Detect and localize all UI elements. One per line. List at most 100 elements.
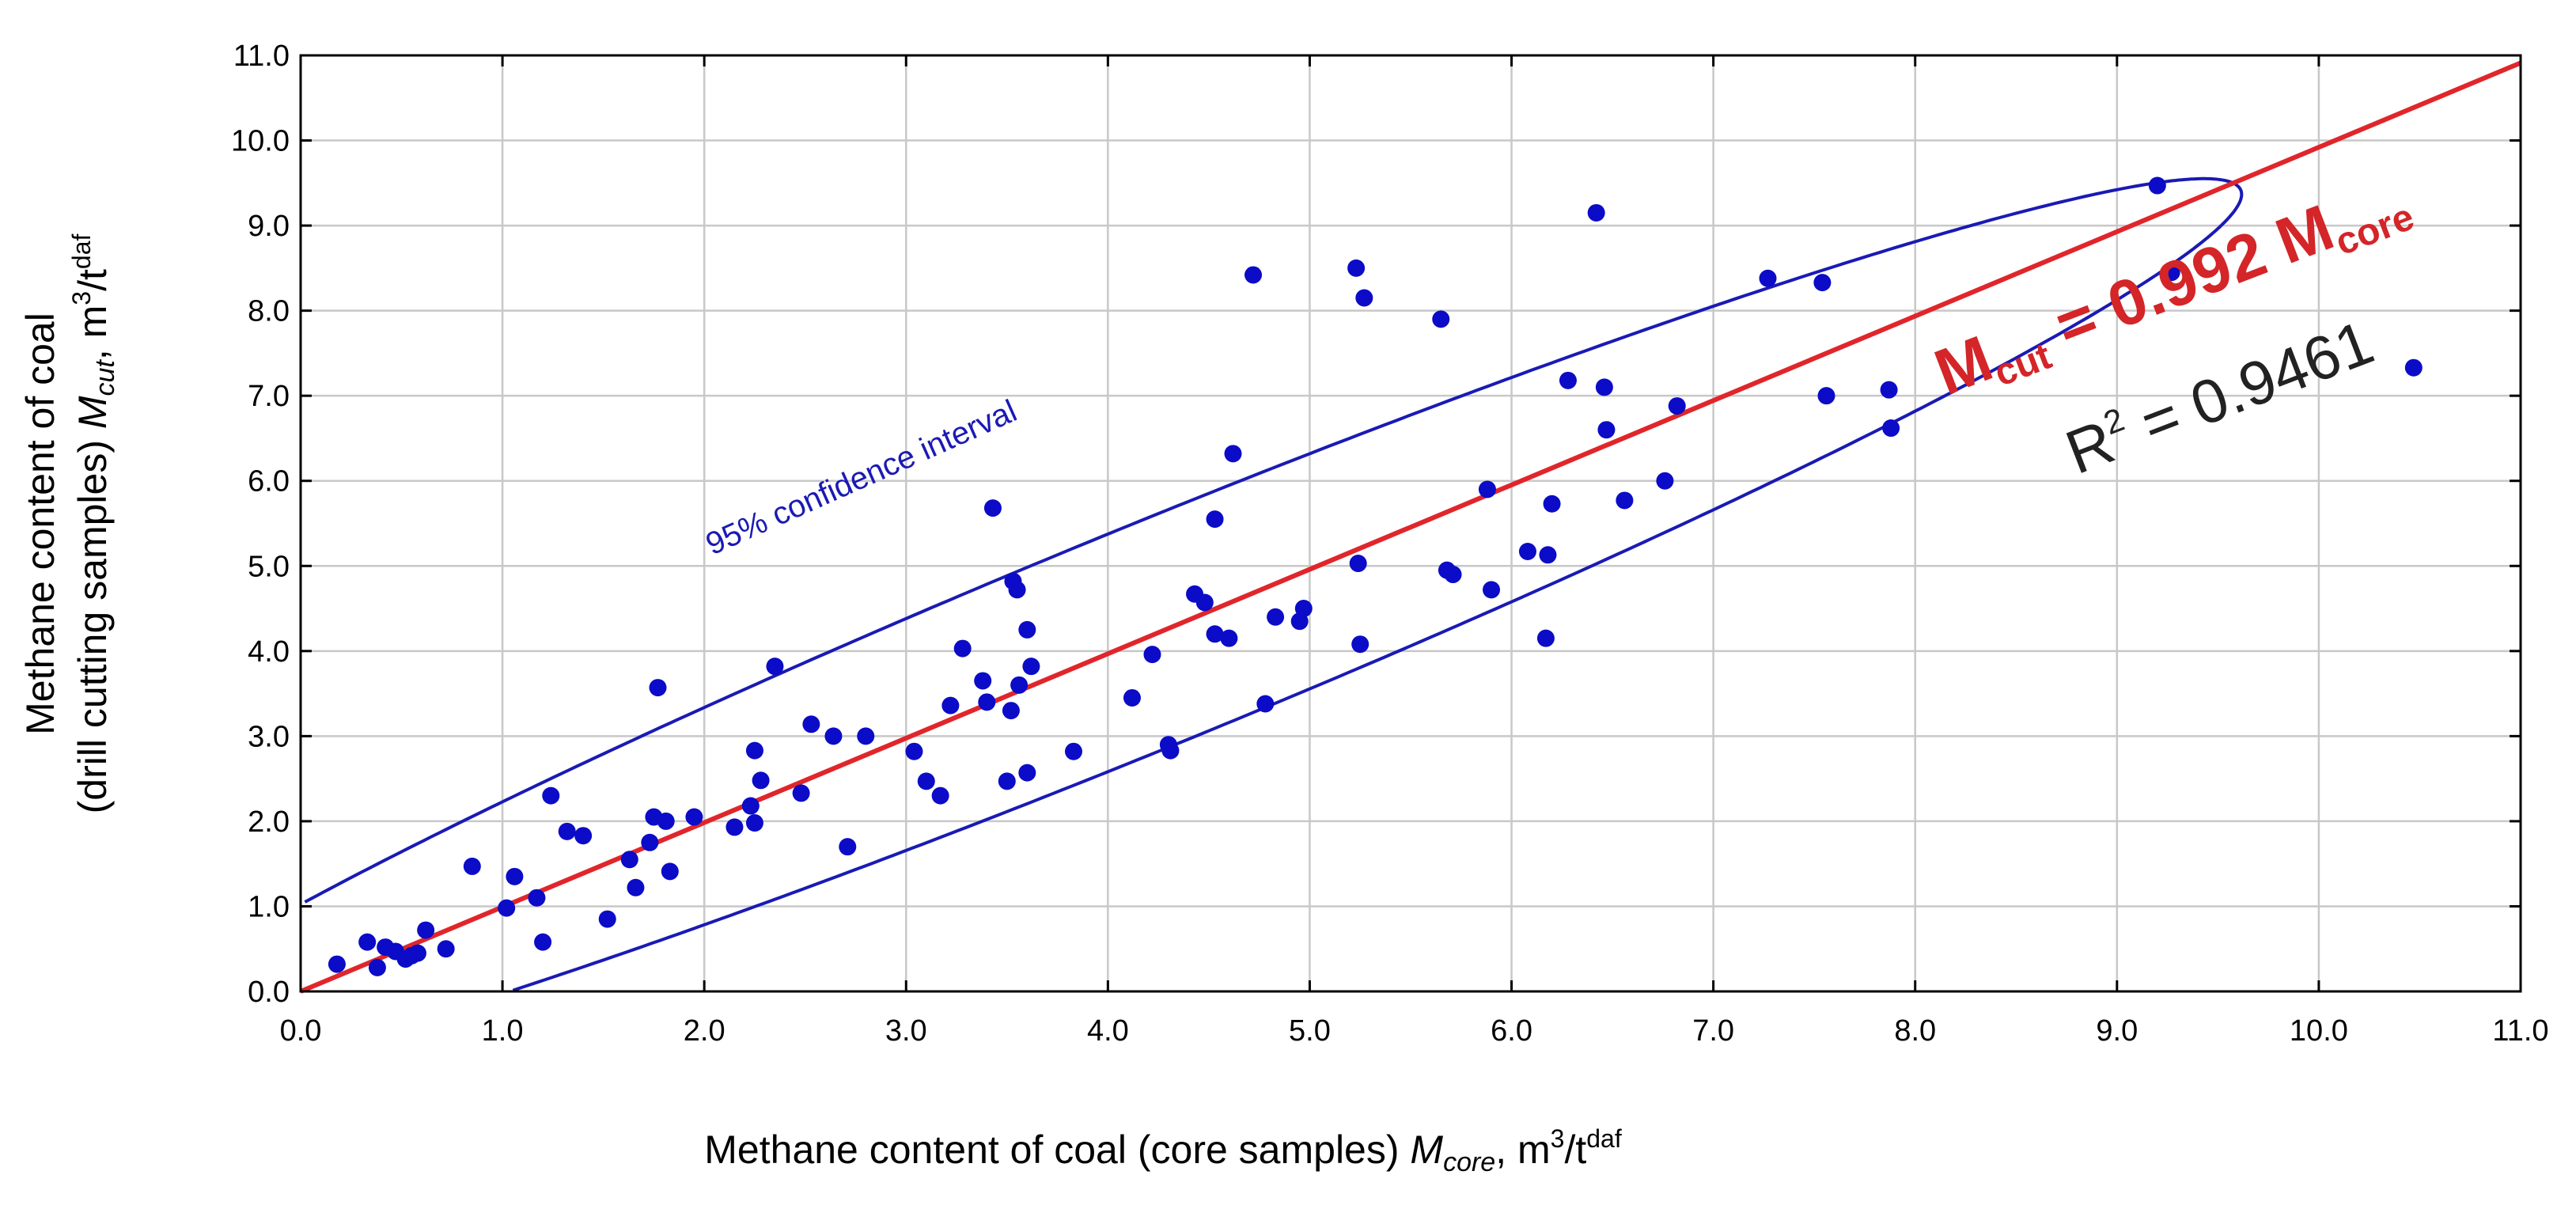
data-point-42 <box>953 639 972 658</box>
regression-line-layer <box>299 60 2522 994</box>
data-point-56 <box>1143 646 1161 664</box>
data-point-37 <box>857 727 875 745</box>
y-tick-label-9: 9.0 <box>248 210 290 243</box>
y-tick-label-11: 11.0 <box>233 40 290 73</box>
y-tick-label-8: 8.0 <box>248 295 290 328</box>
x-title-unit: , m <box>1495 1128 1550 1172</box>
data-point-49 <box>1008 581 1026 599</box>
x-tick-label-6: 6.0 <box>1491 1014 1532 1048</box>
data-point-93 <box>1880 381 1898 399</box>
x-tick-label-4: 4.0 <box>1087 1014 1129 1048</box>
data-point-40 <box>931 786 949 805</box>
data-point-36 <box>839 838 857 856</box>
y-axis-title-line2: (drill cutting samples) Mcut, m3/tdaf <box>67 233 120 813</box>
data-point-95 <box>2148 176 2166 195</box>
data-point-24 <box>657 812 675 830</box>
data-point-8 <box>417 921 435 939</box>
data-point-41 <box>941 696 960 714</box>
data-point-17 <box>574 827 593 845</box>
data-point-51 <box>1018 620 1036 639</box>
y-title-unit-sup1: 3 <box>67 291 96 305</box>
y-axis-title-line1: Methane content of coal <box>18 313 63 735</box>
data-point-38 <box>905 742 923 760</box>
data-points <box>328 176 2423 976</box>
data-point-64 <box>1224 445 1242 463</box>
y-title-unit: , m <box>70 305 115 360</box>
data-point-53 <box>1022 658 1040 676</box>
y-tick-label-3: 3.0 <box>248 720 290 753</box>
y-title-main: (drill cutting samples) <box>70 429 115 813</box>
x-title-symbol-sub: core <box>1443 1147 1495 1177</box>
data-point-67 <box>1267 608 1285 626</box>
grid-lines <box>301 55 2521 991</box>
x-tick-label-8: 8.0 <box>1894 1014 1936 1048</box>
data-point-47 <box>1002 702 1020 720</box>
data-point-55 <box>1123 688 1141 707</box>
data-point-35 <box>824 727 843 745</box>
data-point-92 <box>1817 387 1835 405</box>
data-point-29 <box>745 814 763 832</box>
data-point-82 <box>1543 495 1561 513</box>
data-point-96 <box>2162 263 2180 282</box>
y-tick-label-6: 6.0 <box>248 465 290 498</box>
data-point-31 <box>752 771 770 790</box>
axis-ticks <box>299 54 2522 993</box>
data-point-87 <box>1616 491 1634 510</box>
y-tick-label-1: 1.0 <box>248 890 290 923</box>
data-point-76 <box>1444 566 1462 584</box>
y-title-symbol: M <box>70 396 115 429</box>
data-point-11 <box>498 899 516 917</box>
data-point-28 <box>741 797 760 815</box>
data-point-58 <box>1161 741 1180 760</box>
data-point-27 <box>725 818 744 836</box>
data-point-54 <box>1064 742 1082 760</box>
data-point-25 <box>661 862 679 881</box>
y-title-unit-mid: /t <box>70 269 115 291</box>
data-point-34 <box>802 715 820 733</box>
x-tick-label-7: 7.0 <box>1692 1014 1734 1048</box>
y-tick-label-7: 7.0 <box>248 380 290 413</box>
data-point-2 <box>368 958 386 976</box>
data-point-15 <box>542 786 560 805</box>
confidence-ellipse-layer <box>304 176 2244 992</box>
data-point-91 <box>1813 274 1832 292</box>
data-point-9 <box>437 940 455 958</box>
data-point-30 <box>745 741 763 760</box>
data-point-66 <box>1256 695 1275 713</box>
data-point-69 <box>1294 600 1313 618</box>
data-point-0 <box>328 955 346 973</box>
data-point-97 <box>2404 358 2423 377</box>
data-point-50 <box>1010 676 1029 694</box>
data-point-16 <box>558 822 576 840</box>
data-point-13 <box>528 889 546 907</box>
data-point-43 <box>974 672 992 690</box>
y-tick-label-4: 4.0 <box>248 635 290 669</box>
data-point-90 <box>1759 269 1777 287</box>
x-title-unit-sup1: 3 <box>1551 1124 1565 1153</box>
y-tick-label-2: 2.0 <box>248 805 290 839</box>
data-point-39 <box>917 772 935 790</box>
data-point-61 <box>1206 510 1224 529</box>
data-point-44 <box>978 693 996 711</box>
x-axis-title: Methane content of coal (core samples) M… <box>704 1124 1622 1177</box>
plot-frame <box>299 54 2522 993</box>
data-point-65 <box>1244 266 1263 284</box>
x-title-unit-mid: /t <box>1564 1128 1586 1172</box>
data-point-70 <box>1347 259 1366 277</box>
data-point-83 <box>1559 371 1577 389</box>
data-point-94 <box>1882 419 1900 438</box>
data-point-10 <box>463 857 481 875</box>
x-title-symbol: M <box>1410 1128 1443 1172</box>
y-tick-label-5: 5.0 <box>248 550 290 583</box>
x-tick-labels: 0.0 1.0 2.0 3.0 4.0 5.0 6.0 7.0 8.0 9.0 10.0 11.0 <box>280 1014 2549 1048</box>
x-tick-label-11: 11.0 <box>2492 1014 2548 1048</box>
y-tick-labels: 0.0 1.0 2.0 3.0 4.0 5.0 6.0 7.0 8.0 9.0 10.0 11.0 <box>231 40 290 1009</box>
x-title-unit-sup2: daf <box>1586 1124 1622 1153</box>
data-point-18 <box>598 910 616 928</box>
y-tick-label-0: 0.0 <box>248 976 290 1009</box>
data-point-71 <box>1349 555 1367 573</box>
data-point-60 <box>1195 593 1214 612</box>
data-point-78 <box>1483 581 1501 599</box>
